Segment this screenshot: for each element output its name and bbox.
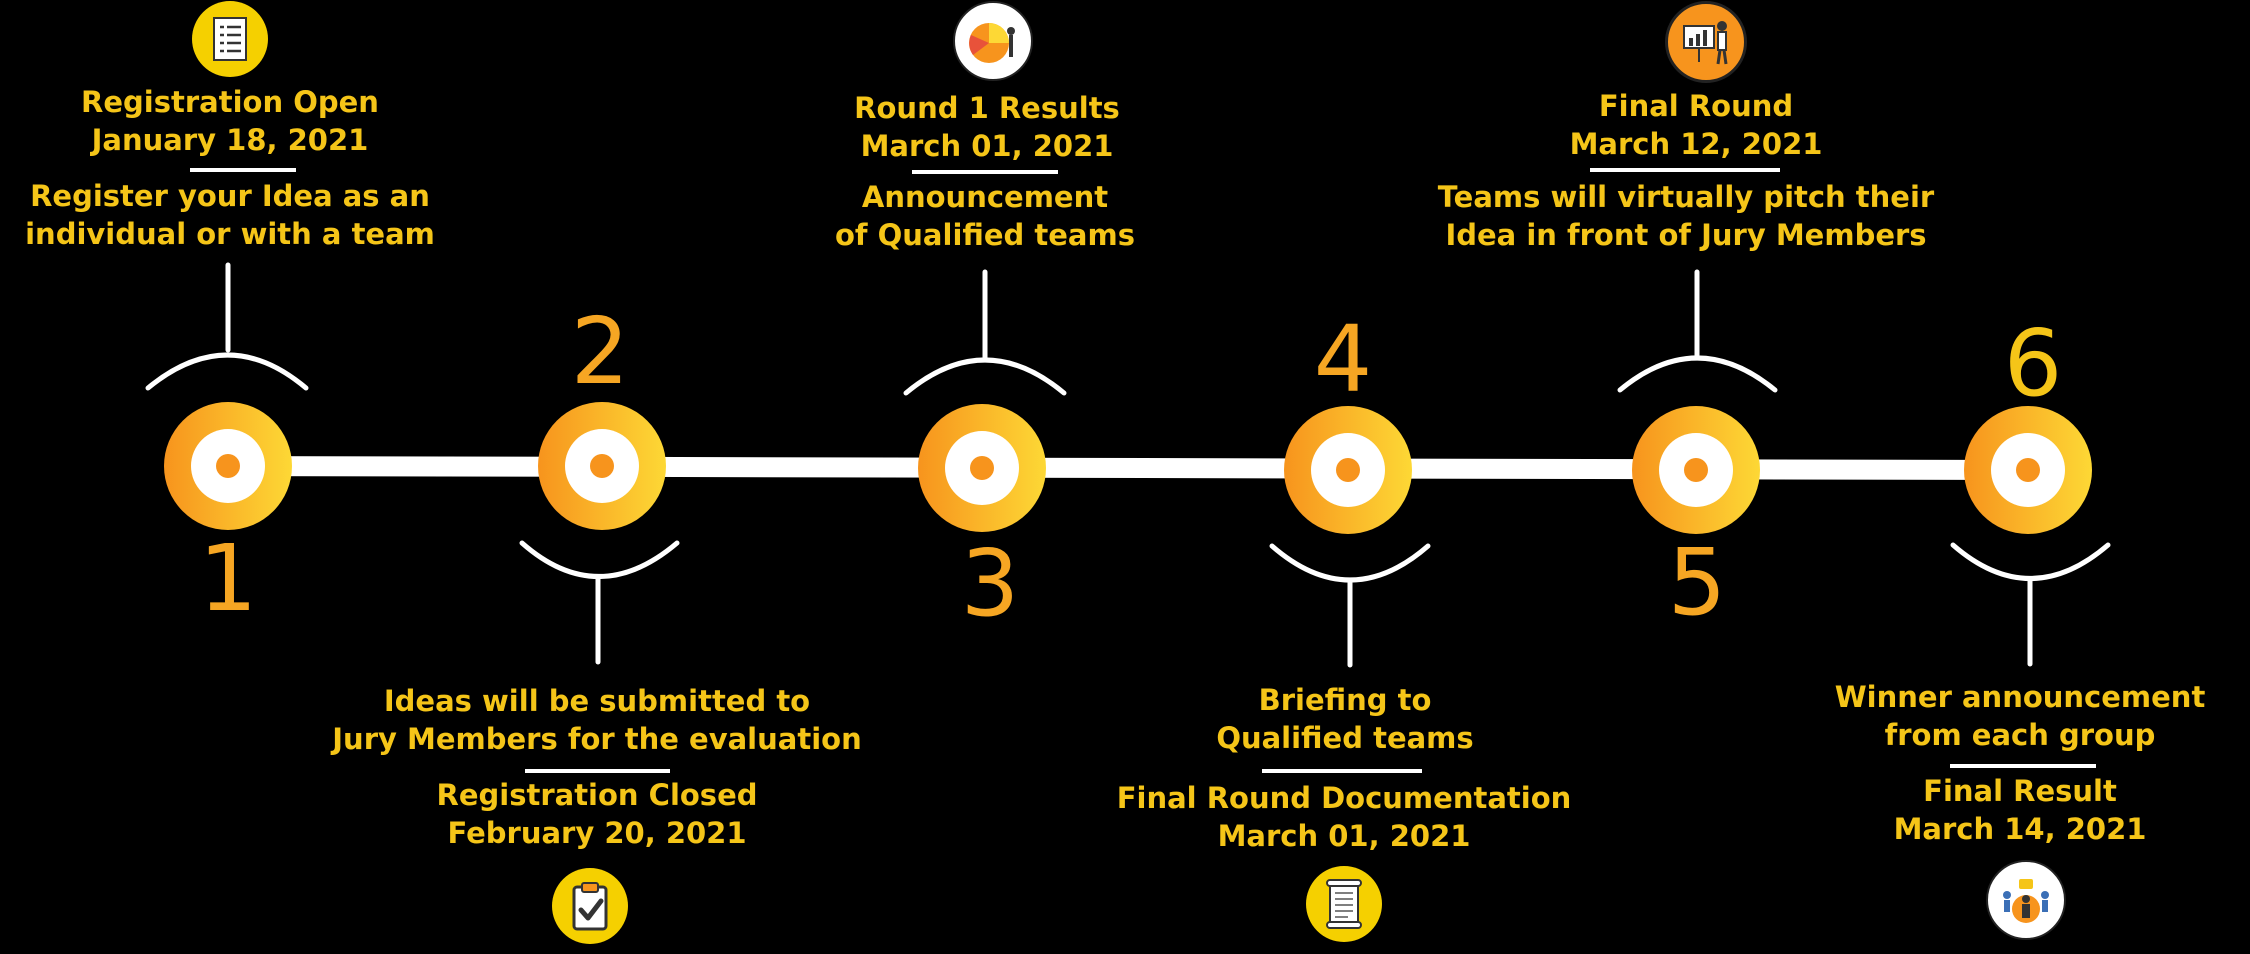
milestone-4-description: Briefing to Qualified teams <box>1035 681 1655 757</box>
milestone-2-description: Ideas will be submitted to Jury Members … <box>287 682 907 758</box>
timeline-node-3 <box>918 404 1046 532</box>
milestone-desc-line-1: Teams will virtually pitch their <box>1437 180 1935 214</box>
milestone-desc-line-1: Winner announcement <box>1834 680 2206 714</box>
connector-3 <box>903 269 1067 396</box>
milestone-desc-line-1: Announcement <box>861 180 1109 214</box>
connector-4 <box>1269 543 1431 668</box>
milestone-desc-line-2: Idea in front of Jury Members <box>1445 218 1927 252</box>
milestone-desc-line-1: Briefing to <box>1258 683 1432 717</box>
scroll-document-icon <box>1306 866 1382 942</box>
milestone-1-description: Register your Idea as an individual or w… <box>0 177 540 253</box>
timeline-node-5 <box>1632 406 1760 534</box>
pie-chart-presenter-icon <box>953 1 1033 81</box>
milestone-number-6: 6 <box>2003 310 2063 417</box>
timeline-node-2 <box>538 402 666 530</box>
milestone-title: Registration Closed <box>436 778 758 812</box>
winner-team-icon <box>1986 860 2066 940</box>
milestone-1-header: Registration Open January 18, 2021 <box>0 83 540 159</box>
milestone-desc-line-2: from each group <box>1884 718 2156 752</box>
milestone-title: Round 1 Results <box>854 91 1120 125</box>
milestone-3-header: Round 1 Results March 01, 2021 <box>677 89 1297 165</box>
milestone-number-3: 3 <box>960 530 1020 637</box>
milestone-desc-line-2: Qualified teams <box>1216 721 1474 755</box>
connector-2 <box>519 540 680 665</box>
milestone-desc-line-1: Ideas will be submitted to <box>383 684 811 718</box>
timeline-node-4 <box>1284 406 1412 534</box>
milestone-desc-line-2: Jury Members for the evaluation <box>332 722 862 756</box>
milestone-2-header: Registration Closed February 20, 2021 <box>287 776 907 852</box>
timeline-node-1 <box>164 402 292 530</box>
checklist-icon <box>192 1 268 77</box>
milestone-5-description: Teams will virtually pitch their Idea in… <box>1376 178 1996 254</box>
milestone-title: Final Result <box>1923 774 2117 808</box>
presentation-board-icon <box>1665 1 1747 83</box>
milestone-6-header: Final Result March 14, 2021 <box>1710 772 2250 848</box>
milestone-6-description: Winner announcement from each group <box>1710 678 2250 754</box>
connector-1 <box>145 262 309 391</box>
milestone-date: March 01, 2021 <box>860 129 1114 163</box>
timeline-node-6 <box>1964 406 2092 534</box>
connector-6 <box>1950 542 2111 667</box>
connector-5 <box>1617 269 1778 393</box>
milestone-date: January 18, 2021 <box>91 123 369 157</box>
milestone-title: Registration Open <box>81 85 379 119</box>
milestone-desc-line-2: individual or with a team <box>25 217 435 251</box>
milestone-number-1: 1 <box>198 525 258 632</box>
milestone-5-header: Final Round March 12, 2021 <box>1386 87 2006 163</box>
milestone-4-header: Final Round Documentation March 01, 2021 <box>1034 779 1654 855</box>
milestone-number-2: 2 <box>570 298 630 405</box>
milestone-title: Final Round Documentation <box>1116 781 1572 815</box>
milestone-desc-line-2: of Qualified teams <box>835 218 1135 252</box>
milestone-date: February 20, 2021 <box>447 816 747 850</box>
milestone-3-description: Announcement of Qualified teams <box>675 178 1295 254</box>
milestone-date: March 01, 2021 <box>1217 819 1471 853</box>
milestone-title: Final Round <box>1598 89 1794 123</box>
milestone-date: March 14, 2021 <box>1893 812 2147 846</box>
milestone-number-5: 5 <box>1667 529 1727 636</box>
milestone-number-4: 4 <box>1313 306 1373 413</box>
milestone-date: March 12, 2021 <box>1569 127 1823 161</box>
clipboard-check-icon <box>552 868 628 944</box>
milestone-desc-line-1: Register your Idea as an <box>30 179 430 213</box>
